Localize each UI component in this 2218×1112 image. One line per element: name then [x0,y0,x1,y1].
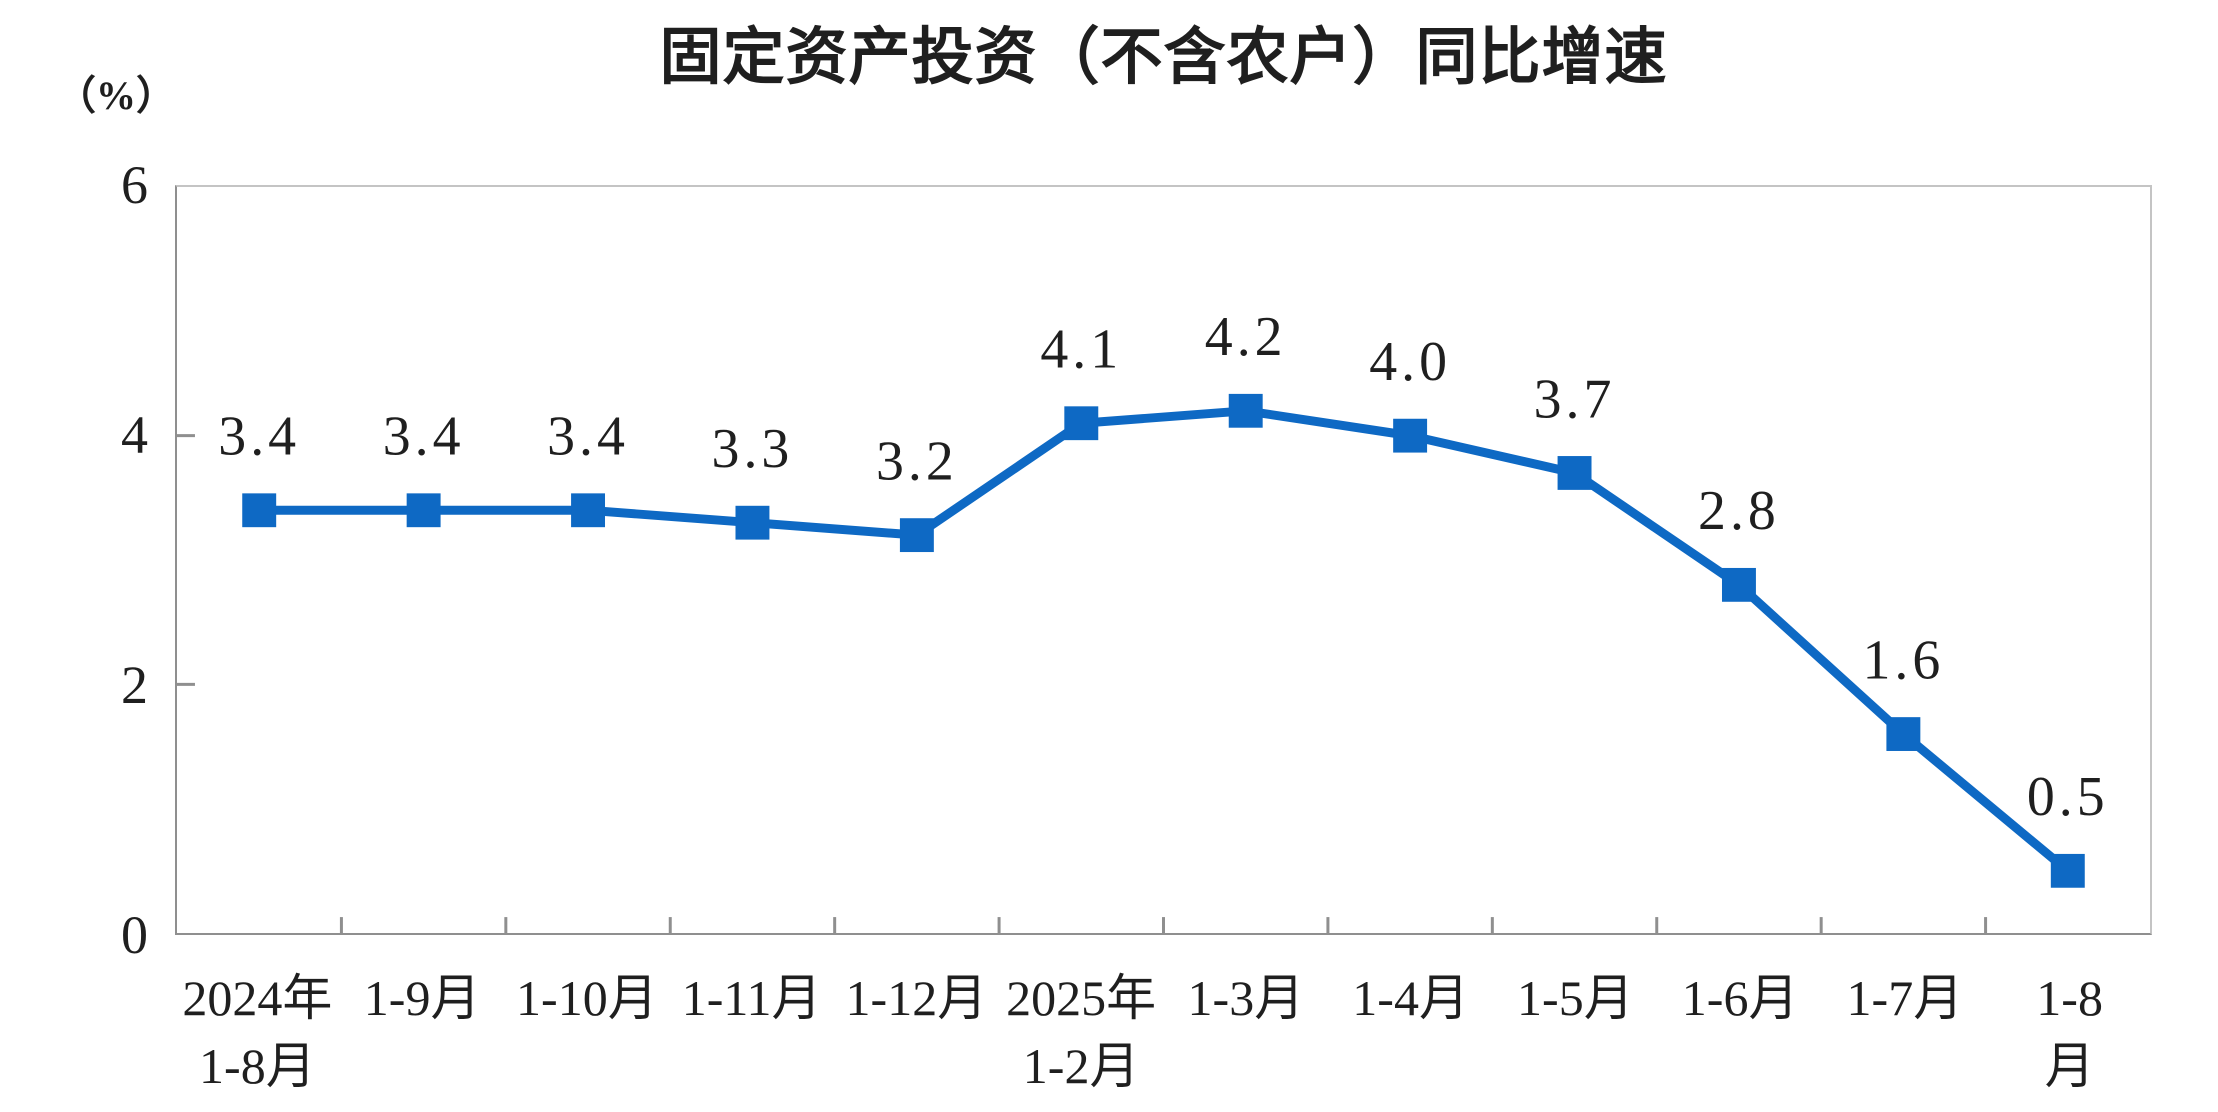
data-point-label: 3.4 [383,406,465,468]
y-tick-marks [177,434,195,686]
x-axis-tick-label: 1-10月 [516,970,658,1026]
data-point-label: 4.1 [1040,319,1122,381]
data-point-marker [1886,717,1921,751]
x-tick-marks [339,917,1988,933]
x-axis-tick-label: 1-3月 [1187,970,1305,1026]
line-series [259,406,2071,875]
y-axis-tick-label: 0 [121,905,148,965]
data-point-markers [242,393,2085,888]
x-axis-tick-label: 1-9月 [363,970,481,1026]
y-axis-tick-label: 6 [121,155,148,215]
data-point-label: 3.7 [1534,368,1616,430]
data-point-marker [1557,456,1592,490]
data-point-marker [2050,853,2085,888]
y-axis-tick-label: 4 [121,405,148,465]
data-point-label: 3.2 [876,431,958,493]
data-point-marker [1228,393,1263,428]
data-point-label: 3.4 [547,406,629,468]
x-axis-tick-label: 1-4月 [1352,970,1469,1026]
data-point-marker [406,493,441,528]
data-point-label: 2.8 [1698,480,1780,542]
x-axis-tick-label: 1-6月 [1681,970,1799,1026]
y-axis-unit-label: （%） [56,73,176,118]
data-point-label: 3.4 [218,406,300,468]
data-point-marker [1393,418,1428,453]
data-point-label: 4.0 [1369,331,1451,393]
x-axis-tick-labels: 2024年 1-8月 1-9月 1-10月 1-11月 1-12月 2025年 1-2月 1… [175,964,2152,1112]
data-point-marker [1721,567,1756,602]
data-point-marker [1064,406,1099,441]
y-axis-tick-label: 2 [121,655,148,715]
data-point-marker [735,505,770,540]
data-point-marker [899,518,934,553]
x-axis-tick-label: 1-5月 [1517,970,1634,1026]
x-axis-tick-label: 2024年 1-8月 [182,970,333,1094]
plot-area: 3.4 3.4 3.4 3.3 3.2 4.1 4.2 4.0 3.7 2.8 1.6 0.5 [175,185,2152,935]
line-chart-svg: 3.4 3.4 3.4 3.3 3.2 4.1 4.2 4.0 3.7 2.8 1.6 0.5 [177,306,2109,933]
data-point-label: 3.3 [712,418,794,480]
x-axis-tick-label: 1-7月 [1846,970,1964,1026]
data-point-label: 1.6 [1862,629,1944,691]
data-point-marker [242,493,277,528]
data-point-label: 0.5 [2027,766,2109,828]
chart-title: 固定资产投资（不含农户）同比增速 [659,23,1668,92]
x-axis-tick-label: 1-11月 [681,970,822,1026]
x-axis-tick-label: 2025年 1-2月 [1006,970,1157,1094]
x-axis-tick-label: 1-8月 [2036,970,2103,1094]
data-point-labels: 3.4 3.4 3.4 3.3 3.2 4.1 4.2 4.0 3.7 2.8 1.6 0.5 [218,306,2109,828]
data-point-label: 4.2 [1205,306,1287,368]
data-point-marker [571,493,606,528]
x-axis-tick-label: 1-12月 [845,970,988,1026]
